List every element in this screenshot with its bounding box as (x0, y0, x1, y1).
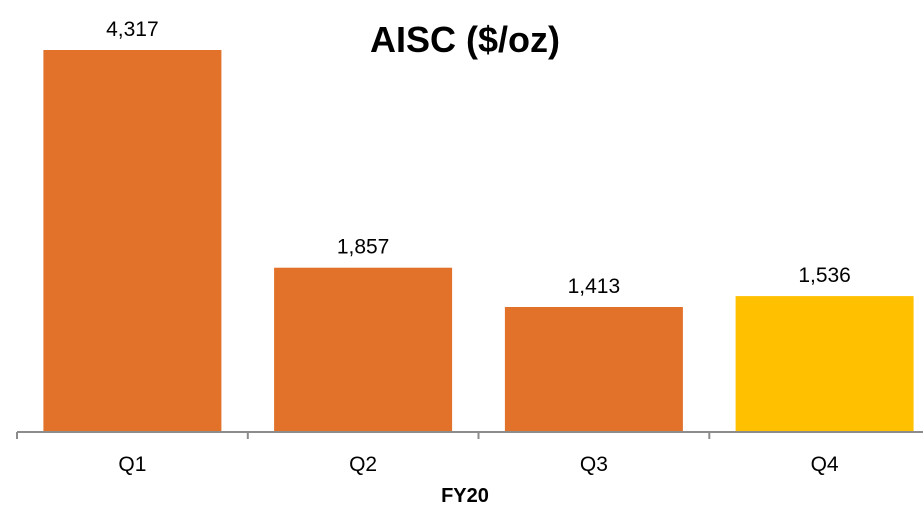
tick-label-q2: Q2 (349, 453, 377, 476)
value-label-q4: 1,536 (798, 264, 851, 287)
tick-label-q4: Q4 (811, 453, 839, 476)
bars-group (43, 50, 914, 432)
bar-q2 (274, 267, 453, 432)
value-label-q1: 4,317 (106, 18, 159, 41)
tick-label-q3: Q3 (580, 453, 608, 476)
tick-label-q1: Q1 (118, 453, 146, 476)
value-labels-group: 4,317 1,857 1,413 1,536 (106, 18, 851, 298)
bar-q4 (735, 296, 914, 432)
value-label-q2: 1,857 (337, 236, 390, 259)
bar-q1 (43, 50, 222, 432)
bar-q3 (504, 307, 683, 432)
x-axis-title: FY20 (441, 485, 489, 507)
tick-labels-group: Q1 Q2 Q3 Q4 (118, 453, 839, 476)
value-label-q3: 1,413 (568, 275, 621, 298)
x-axis (16, 431, 923, 439)
chart-title: AISC ($/oz) (370, 19, 560, 60)
